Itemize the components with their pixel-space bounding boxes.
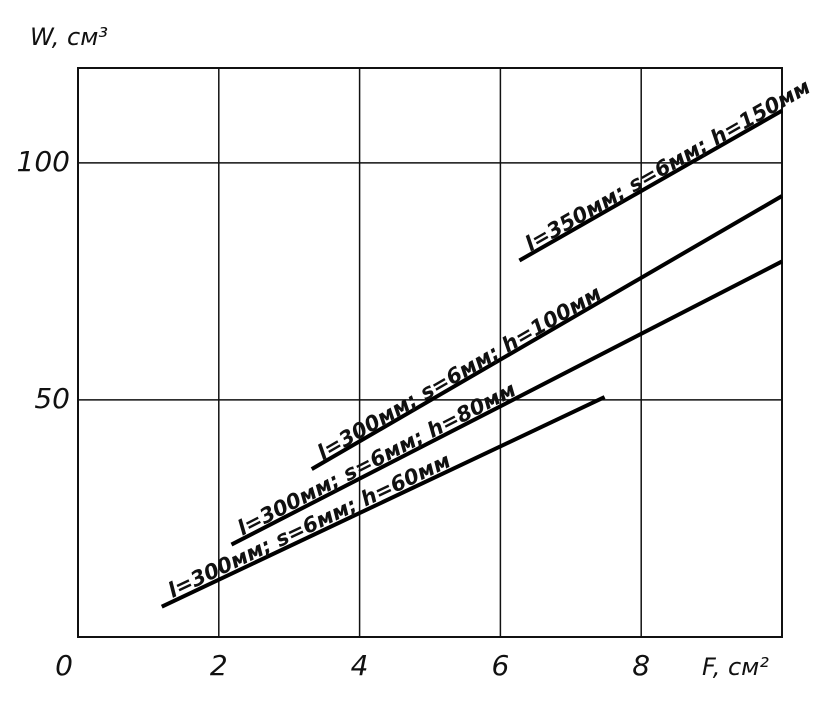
x-tick-label: 4 — [351, 649, 369, 682]
series-label: l=350мм; s=6мм; h=150мм — [521, 75, 814, 256]
y-axis-title: W, см³ — [30, 23, 108, 51]
y-tick-label: 50 — [34, 382, 70, 415]
x-tick-label: 0 — [55, 649, 73, 682]
series-line — [230, 259, 783, 547]
series-line — [310, 194, 784, 471]
series-line — [518, 108, 783, 263]
x-tick-label: 2 — [210, 649, 228, 682]
series-line — [160, 395, 606, 609]
x-axis-title: F, см² — [702, 653, 769, 681]
x-tick-label: 8 — [632, 649, 650, 682]
y-tick-label: 100 — [17, 145, 70, 178]
series-label: l=300мм; s=6мм; h=60мм — [164, 448, 454, 602]
x-tick-label: 6 — [491, 649, 509, 682]
